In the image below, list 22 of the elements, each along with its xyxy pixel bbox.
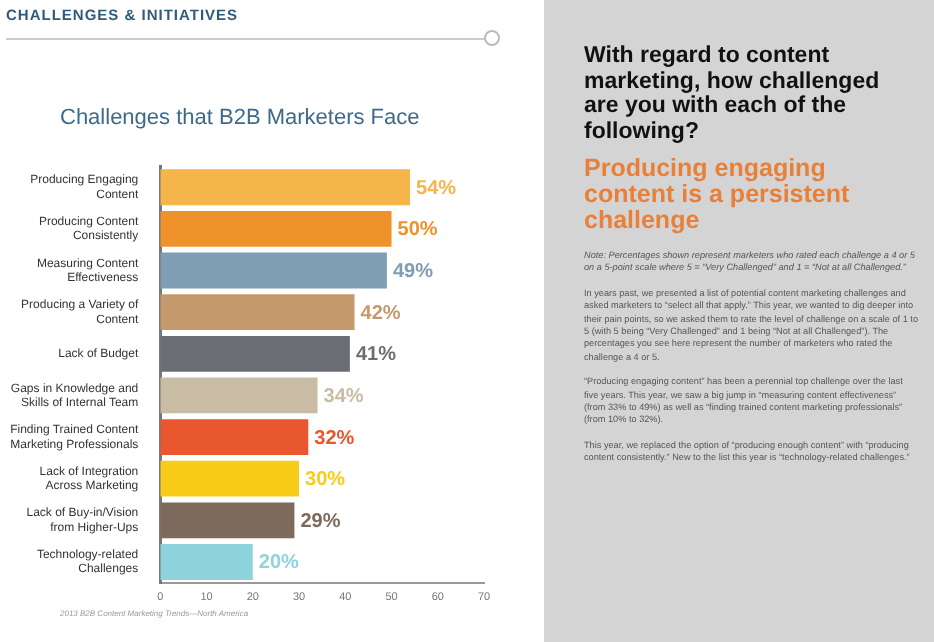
data-label: 32% xyxy=(314,427,355,450)
bar xyxy=(160,377,318,414)
bar xyxy=(160,210,392,247)
data-label: 54% xyxy=(416,177,457,200)
bar xyxy=(160,502,295,539)
bar xyxy=(160,252,387,289)
bar xyxy=(160,294,355,331)
bar xyxy=(160,460,300,497)
data-label: 42% xyxy=(360,302,401,325)
chart-title: Challenges that B2B Marketers Face xyxy=(60,106,420,130)
data-label: 41% xyxy=(355,344,397,367)
bar xyxy=(160,544,253,580)
data-label: 30% xyxy=(305,469,346,492)
bar xyxy=(160,169,411,206)
data-label: 20% xyxy=(258,552,300,575)
data-label: 34% xyxy=(323,385,364,408)
data-label: 50% xyxy=(397,219,438,242)
data-label: 49% xyxy=(392,261,434,283)
bar xyxy=(160,419,309,455)
text: With regard to content marketing, how challenged are you with each of the following? xyxy=(584,44,882,144)
text: Producing engaging content is a persistent challenge xyxy=(584,154,852,234)
data-label: 29% xyxy=(300,510,341,533)
